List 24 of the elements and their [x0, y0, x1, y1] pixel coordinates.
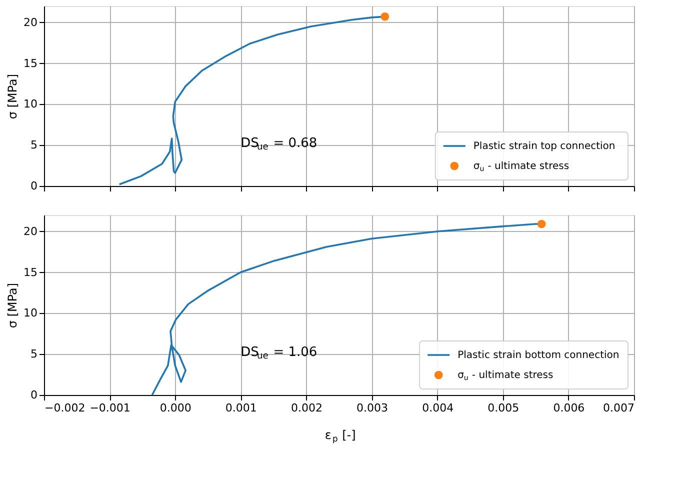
- y-tick-label: 20: [24, 224, 38, 238]
- x-tick-label: −0.001: [90, 402, 130, 414]
- y-tick-label: 0: [30, 180, 38, 192]
- x-tick-label: 0.000: [160, 402, 192, 414]
- y-tick-label: 0: [30, 388, 38, 402]
- legend-label: Plastic strain top connection: [473, 141, 616, 152]
- y-tick-label: 5: [30, 348, 38, 361]
- x-tick-label: 0.007: [603, 402, 634, 414]
- y-tick-label: 15: [24, 266, 38, 279]
- y-tick-label: 15: [24, 56, 38, 70]
- y-axis-title: σ [MPa]: [6, 282, 20, 328]
- y-tick-label: 10: [24, 98, 38, 111]
- x-tick-label: 0.004: [422, 402, 454, 414]
- y-tick-label: 10: [24, 306, 38, 320]
- x-tick-label: −0.002: [44, 402, 86, 414]
- legend-label: Plastic strain bottom connection: [458, 350, 620, 361]
- y-tick-label: 5: [30, 138, 38, 152]
- y-tick-label: 20: [24, 16, 38, 29]
- x-tick-label: 0.006: [553, 402, 585, 414]
- x-tick-label: 0.003: [356, 402, 388, 414]
- x-tick-label: 0.001: [225, 402, 257, 414]
- x-tick-label: 0.002: [290, 402, 322, 414]
- x-tick-label: 0.005: [488, 402, 520, 414]
- y-axis-title: σ [MPa]: [6, 74, 20, 120]
